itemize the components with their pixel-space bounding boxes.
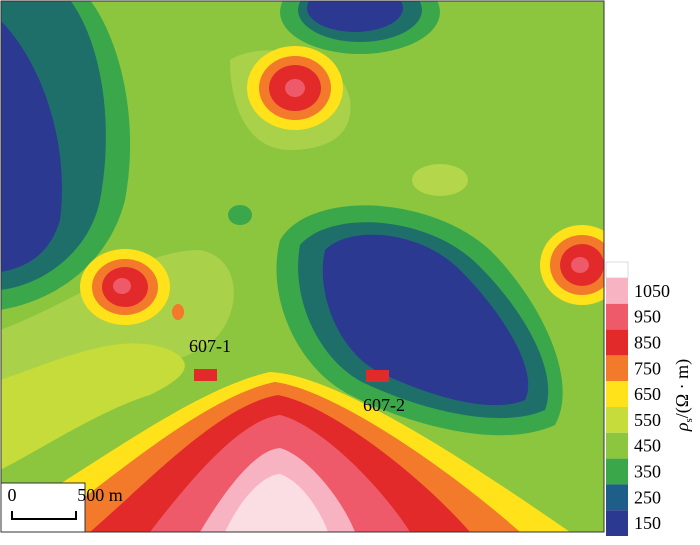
well-marker (366, 370, 389, 382)
well-label: 607-1 (189, 336, 231, 356)
legend-tick-label: 550 (634, 410, 661, 430)
legend-symbol: ρ (672, 422, 692, 432)
legend-subscript: s (683, 418, 695, 422)
legend-band (606, 458, 628, 485)
legend-band (606, 278, 628, 304)
scale-box (0, 482, 86, 533)
legend-title: ρs/(Ω · m) (672, 359, 695, 432)
legend-tick-label: 750 (634, 358, 661, 378)
legend-band (606, 432, 628, 459)
legend-tick-label: 450 (634, 436, 661, 456)
legend: 1050 950 850 750 650 550 450 350 250 150 (605, 261, 670, 536)
legend-band (606, 510, 628, 536)
legend-tick-label: 850 (634, 333, 661, 353)
legend-tick-label: 350 (634, 462, 661, 482)
legend-band (606, 381, 628, 407)
legend-band (606, 484, 628, 511)
scale-end: 500 m (77, 485, 123, 505)
legend-top-band (605, 261, 629, 279)
legend-unit: /(Ω · m) (672, 359, 693, 418)
legend-tick-label: 950 (634, 307, 661, 327)
well-label: 607-2 (363, 395, 405, 415)
legend-band (606, 329, 628, 356)
well-marker (194, 369, 217, 381)
legend-band (606, 303, 628, 330)
scale-bar (11, 511, 77, 520)
scale-start: 0 (8, 485, 17, 505)
legend-tick-label: 150 (634, 513, 661, 533)
legend-tick-label: 250 (634, 487, 661, 507)
legend-tick-label: 650 (634, 384, 661, 404)
legend-tick-label: 1050 (634, 281, 670, 301)
legend-band (606, 407, 628, 433)
resistivity-map (1, 1, 604, 532)
legend-band (606, 355, 628, 382)
